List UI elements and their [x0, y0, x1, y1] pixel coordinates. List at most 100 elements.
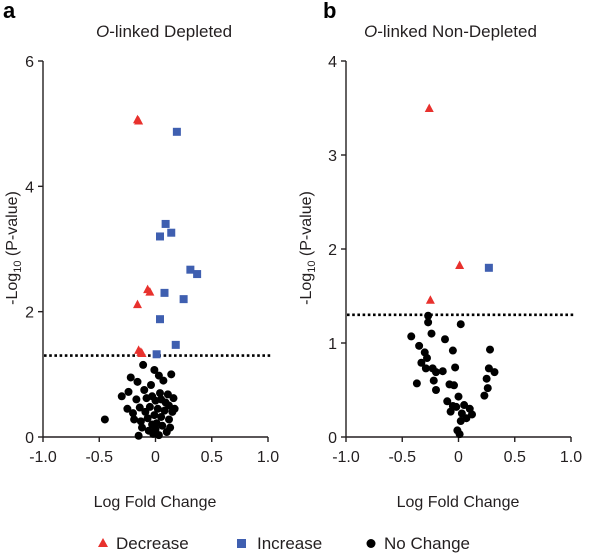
decrease-point [455, 260, 465, 269]
no-change-point [448, 346, 457, 355]
x-tick-label: -0.5 [388, 449, 416, 466]
increase-point [193, 270, 202, 279]
increase-point [186, 265, 195, 274]
panel-title: O-linked Non-Depleted [364, 22, 537, 41]
no-change-point [460, 401, 469, 410]
x-tick-label: 1.0 [257, 449, 279, 466]
x-tick-label: 1.0 [560, 449, 582, 466]
increase-point [172, 127, 181, 136]
panel-b: b O-linked Non-Depleted -Log10 (P-value)… [298, 0, 582, 511]
no-change-point [415, 341, 424, 350]
panel-a: a O-linked Depleted -Log10 (P-value) Log… [3, 0, 279, 511]
legend-label: No Change [384, 534, 470, 553]
legend-item-decrease: Decrease [98, 534, 189, 553]
increase-point [152, 350, 161, 359]
x-tick-label: 0.5 [201, 449, 223, 466]
no-change-point [438, 367, 447, 376]
no-change-point [126, 373, 135, 382]
no-change-point [441, 335, 449, 344]
panel-title: O-linked Depleted [96, 22, 232, 41]
panel-title-rest: -linked Depleted [109, 22, 232, 41]
no-change-point [456, 320, 465, 329]
legend-label: Increase [257, 534, 322, 553]
no-change-point [432, 368, 440, 377]
no-change-point [123, 404, 132, 413]
decrease-point [137, 348, 147, 358]
no-change-point [407, 332, 416, 341]
panel-title-italic: O [364, 22, 377, 41]
no-change-point [133, 377, 142, 386]
no-change-point [136, 417, 145, 426]
no-change-point [483, 384, 492, 393]
y-tick-label: 0 [328, 430, 337, 447]
plot-area: 0 2 4 6 -1.0 -0.5 0 0.5 1.0 [25, 54, 279, 466]
no-change-point [157, 395, 166, 404]
increase-point [179, 295, 188, 304]
increase-point [161, 219, 170, 228]
no-change-point [169, 394, 178, 403]
no-change-point [154, 371, 163, 380]
legend-item-increase: Increase [237, 534, 322, 553]
no-change-point [145, 402, 154, 411]
no-change-point [157, 412, 166, 421]
no-change-point [124, 387, 133, 396]
no-change-point [140, 386, 149, 394]
no-change-point [486, 345, 494, 354]
y-tick-label: 4 [328, 54, 337, 71]
no-change-point [484, 364, 493, 373]
no-change-point [417, 358, 426, 367]
y-tick-label: 4 [25, 179, 34, 196]
y-tick-label: 2 [25, 305, 34, 322]
panel-title-italic: O [96, 22, 109, 41]
no-change-point [462, 414, 471, 423]
no-change-point [424, 318, 433, 327]
legend-label: Decrease [116, 534, 189, 553]
no-change-point [468, 410, 476, 419]
no-change-point [443, 397, 452, 406]
y-tick-label: 2 [328, 242, 337, 259]
no-change-point [148, 392, 157, 401]
x-tick-label: -0.5 [85, 449, 113, 466]
no-change-point [450, 381, 458, 390]
no-change-point [154, 431, 163, 440]
decrease-point [133, 299, 142, 309]
no-change-point [150, 411, 159, 420]
y-tick-label: 0 [25, 430, 34, 447]
decrease-point [145, 287, 155, 296]
y-tick-label: 3 [328, 148, 337, 165]
no-change-point [139, 360, 148, 369]
x-tick-label: -1.0 [332, 449, 360, 466]
y-axis-label: -Log10 (P-value) [298, 191, 318, 305]
no-change-point [451, 363, 460, 372]
no-change-point [130, 415, 139, 424]
no-change-point [165, 401, 173, 410]
no-change-point [427, 329, 436, 338]
panel-letter: a [3, 0, 16, 23]
no-change-point [446, 407, 455, 416]
no-change-point [134, 431, 143, 440]
plot-area: 0 1 2 3 4 -1.0 -0.5 0 0.5 1.0 [328, 54, 582, 466]
panel-letter: b [323, 0, 336, 23]
panel-title-rest: -linked Non-Depleted [377, 22, 537, 41]
no-change-point [166, 423, 175, 432]
no-change-point [158, 421, 167, 430]
decrease-point [425, 295, 435, 304]
y-axis-label: -Log10 (P-value) [4, 191, 24, 305]
increase-point [171, 340, 180, 349]
increase-point [160, 288, 169, 297]
increase-point [156, 232, 164, 241]
no-change-point [412, 379, 421, 388]
x-tick-label: 0 [151, 449, 160, 466]
legend: Decrease Increase No Change [98, 534, 470, 553]
legend-item-no-change: No Change [366, 534, 470, 553]
y-tick-label: 1 [328, 336, 337, 353]
triangle-marker-icon [98, 538, 108, 547]
no-change-point [165, 415, 173, 424]
no-change-point [163, 390, 172, 399]
increase-point [167, 228, 176, 237]
x-tick-label: 0.5 [504, 449, 526, 466]
x-tick-label: -1.0 [29, 449, 57, 466]
no-change-point [421, 364, 430, 373]
no-change-point [480, 391, 489, 400]
decrease-point [424, 103, 434, 112]
